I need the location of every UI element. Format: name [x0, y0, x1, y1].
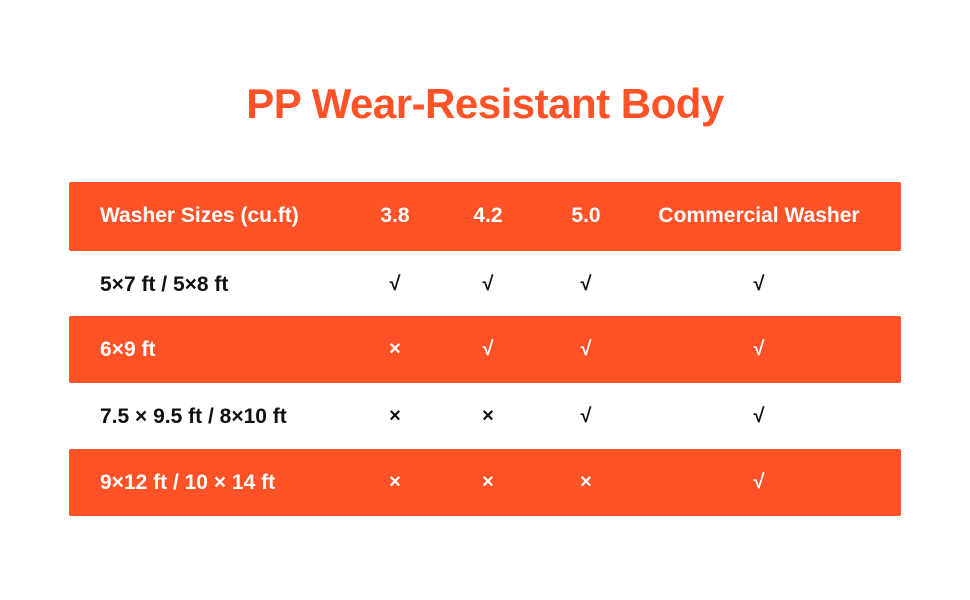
compat-mark: √ [389, 273, 401, 295]
compat-mark: × [482, 471, 494, 493]
compat-mark: √ [580, 405, 592, 427]
compat-mark: √ [753, 405, 765, 427]
compat-mark: × [482, 405, 494, 427]
compat-mark: √ [580, 338, 592, 360]
table-row: 5×7 ft / 5×8 ft √ √ √ √ [69, 251, 901, 318]
table-row: 7.5 × 9.5 ft / 8×10 ft × × √ √ [69, 383, 901, 450]
row-size-label: 6×9 ft [100, 338, 156, 361]
table-header-row: Washer Sizes (cu.ft) 3.8 4.2 5.0 Commerc… [69, 182, 901, 251]
compat-mark: √ [753, 273, 765, 295]
header-5-0: 5.0 [571, 204, 601, 227]
compat-mark: √ [753, 338, 765, 360]
header-washer-sizes: Washer Sizes (cu.ft) [100, 204, 299, 227]
table-row: 9×12 ft / 10 × 14 ft × × × √ [69, 449, 901, 516]
compat-mark: × [389, 338, 401, 360]
compat-mark: √ [482, 338, 494, 360]
compat-mark: √ [580, 273, 592, 295]
row-size-label: 9×12 ft / 10 × 14 ft [100, 471, 276, 494]
row-size-label: 7.5 × 9.5 ft / 8×10 ft [100, 405, 287, 428]
compat-mark: × [389, 405, 401, 427]
compat-mark: √ [482, 273, 494, 295]
compat-mark: √ [753, 471, 765, 493]
row-size-label: 5×7 ft / 5×8 ft [100, 273, 229, 296]
table-row: 6×9 ft × √ √ √ [69, 316, 901, 383]
compat-mark: × [389, 471, 401, 493]
header-4-2: 4.2 [473, 204, 503, 227]
header-3-8: 3.8 [380, 204, 410, 227]
header-commercial-washer: Commercial Washer [658, 204, 860, 227]
compat-mark: × [580, 471, 592, 493]
page-title: PP Wear-Resistant Body [246, 80, 724, 127]
